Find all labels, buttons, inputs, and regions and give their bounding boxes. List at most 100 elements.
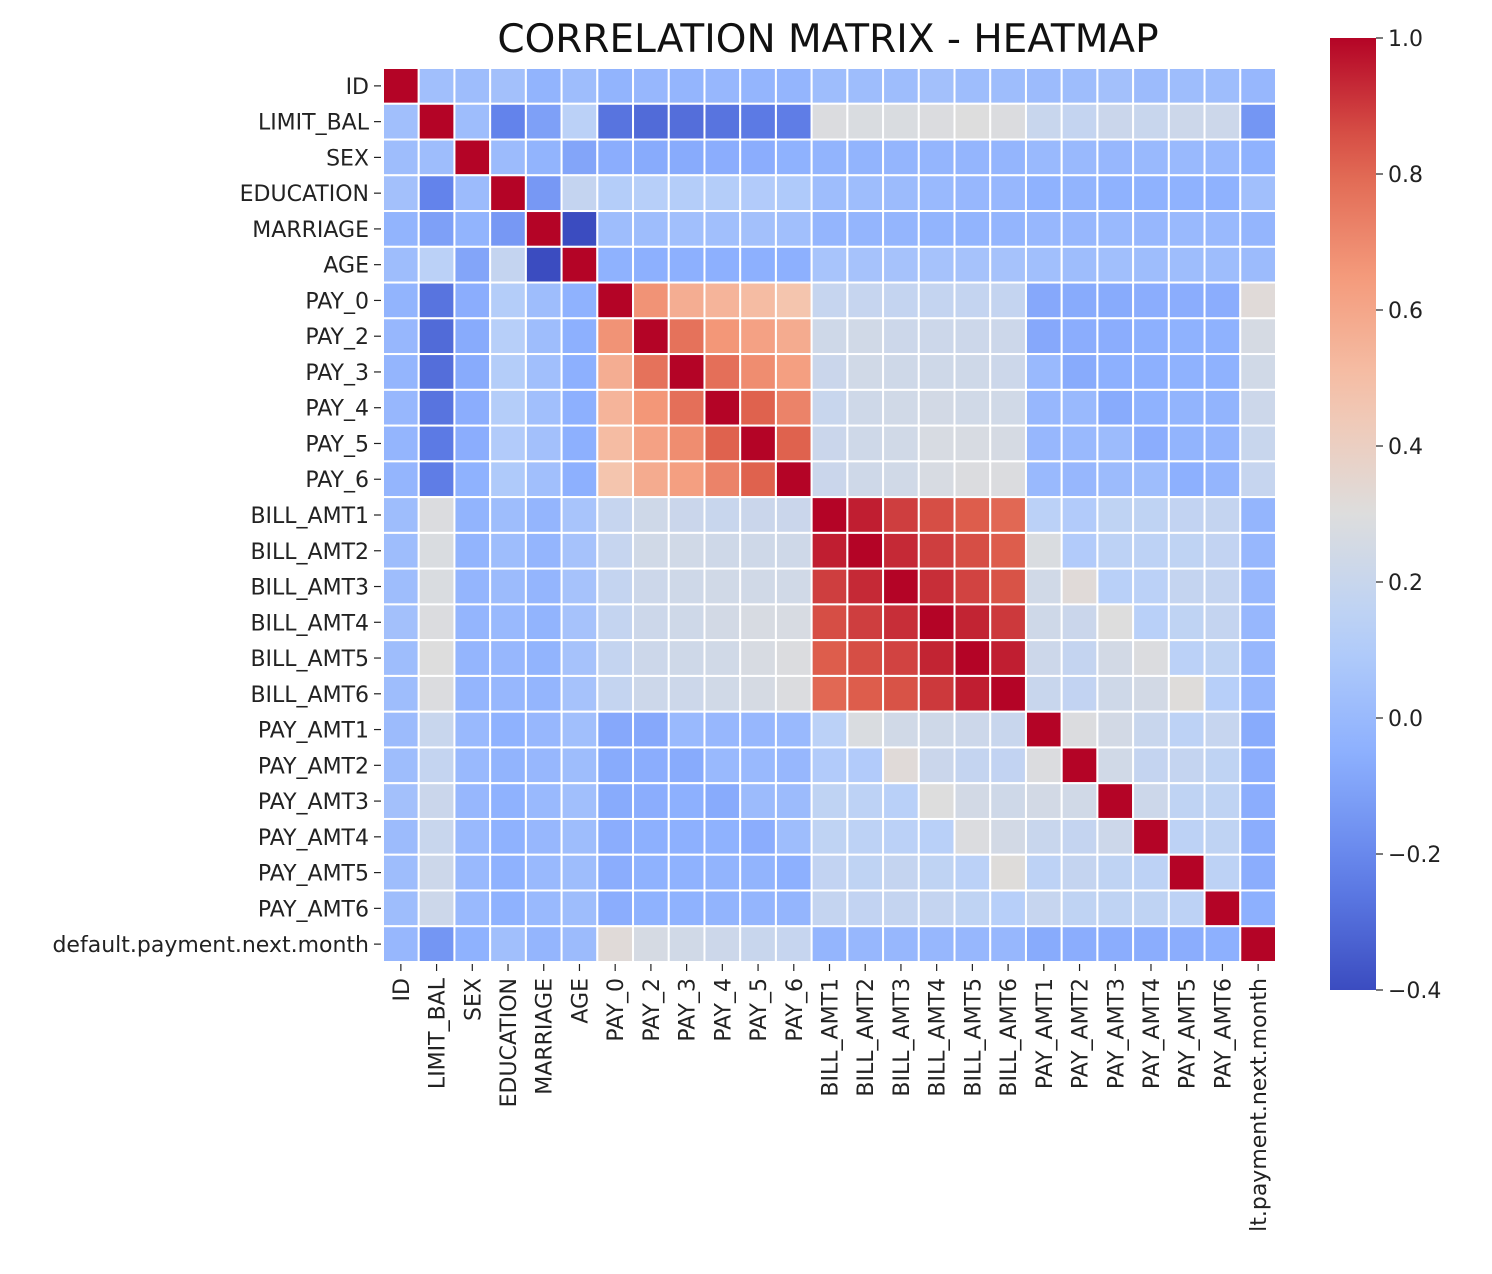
heatmap-cell-pay-amt6-pay-3 — [667, 889, 706, 928]
heatmap-cell-pay-2-age — [560, 317, 599, 356]
heatmap-cell-limit-bal-bill-amt6 — [989, 102, 1027, 141]
heatmap-cell-id-pay-2 — [632, 67, 670, 105]
heatmap-cell-id-bill-amt2 — [846, 67, 885, 105]
heatmap-cell-pay-amt6-pay-6 — [774, 889, 813, 928]
heatmap-cell-pay-amt4-pay-5 — [739, 817, 777, 856]
heatmap-cell-pay-6-pay-4 — [703, 460, 742, 499]
heatmap-cell-pay-4-pay-amt3 — [1096, 388, 1135, 427]
heatmap-cell-bill-amt3-bill-amt5 — [953, 567, 992, 606]
heatmap-cell-age-marriage — [524, 245, 563, 284]
heatmap-cell-pay-amt1-sex — [453, 710, 492, 749]
heatmap-cell-pay-amt1-pay-4 — [703, 710, 742, 749]
heatmap-cell-pay-amt6-pay-2 — [632, 889, 670, 928]
heatmap-cell-pay-5-bill-amt4 — [917, 424, 956, 463]
heatmap-cell-pay-4-id — [382, 388, 420, 427]
x-tick-label-pay-4: PAY_4 — [711, 978, 736, 1042]
heatmap-cell-sex-pay-amt6 — [1203, 138, 1242, 177]
heatmap-cell-pay-amt6-bill-amt5 — [953, 889, 992, 928]
heatmap-cell-age-sex — [453, 245, 492, 284]
heatmap-cell-pay-amt5-bill-amt1 — [810, 853, 849, 892]
heatmap-cell-pay-5-pay-amt6 — [1203, 424, 1242, 463]
heatmap-cell-limit-bal-pay-3 — [667, 102, 706, 141]
heatmap-cell-pay-amt3-pay-3 — [667, 782, 706, 820]
heatmap-cell-bill-amt3-sex — [453, 567, 492, 606]
heatmap-cell-pay-amt2-pay-4 — [703, 746, 742, 785]
heatmap-cell-bill-amt2-default-payment-next-month — [1239, 531, 1278, 570]
heatmap-cell-bill-amt2-bill-amt1 — [810, 531, 849, 570]
heatmap-cell-id-marriage — [524, 67, 563, 105]
heatmap-cell-pay-amt4-bill-amt3 — [882, 817, 920, 856]
heatmap-cell-pay-amt5-bill-amt6 — [989, 853, 1027, 892]
heatmap-cell-pay-amt1-pay-2 — [632, 710, 670, 749]
heatmap-cell-age-default-payment-next-month — [1239, 245, 1278, 284]
heatmap-cell-pay-amt4-pay-3 — [667, 817, 706, 856]
heatmap-cell-pay-6-pay-2 — [632, 460, 670, 499]
heatmap-cell-bill-amt2-bill-amt2 — [846, 531, 885, 570]
colorbar-scale — [1330, 38, 1376, 990]
heatmap-cell-pay-amt3-pay-0 — [596, 782, 635, 820]
heatmap-cell-pay-amt4-pay-amt3 — [1096, 817, 1135, 856]
heatmap-cell-education-bill-amt4 — [917, 174, 956, 213]
heatmap-cell-pay-6-pay-amt4 — [1132, 460, 1170, 499]
heatmap-cell-pay-amt3-pay-amt5 — [1167, 782, 1206, 820]
heatmap-cell-education-pay-2 — [632, 174, 670, 213]
heatmap-cell-default-payment-next-month-pay-amt4 — [1132, 925, 1170, 963]
heatmap-cell-pay-amt5-pay-4 — [703, 853, 742, 892]
heatmap-cell-marriage-id — [382, 210, 420, 248]
heatmap-cell-pay-5-bill-amt2 — [846, 424, 885, 463]
heatmap-cell-pay-amt5-pay-0 — [596, 853, 635, 892]
x-axis-ticks: ID LIMIT_BAL SEX EDUCATION MARRIAGE AGE PAY_0 P… — [390, 964, 1272, 1232]
heatmap-cell-limit-bal-marriage — [524, 102, 563, 141]
heatmap-cell-bill-amt2-education — [489, 531, 527, 570]
heatmap-cell-bill-amt1-pay-amt3 — [1096, 496, 1135, 534]
x-tick-label-pay-0: PAY_0 — [604, 978, 629, 1042]
heatmap-cell-pay-2-bill-amt6 — [989, 317, 1027, 356]
heatmap-cell-education-bill-amt1 — [810, 174, 849, 213]
heatmap-cell-age-bill-amt6 — [989, 245, 1027, 284]
heatmap-cell-pay-4-pay-6 — [774, 388, 813, 427]
heatmap-cell-pay-6-pay-amt5 — [1167, 460, 1206, 499]
heatmap-cell-sex-pay-6 — [774, 138, 813, 177]
heatmap-cell-pay-0-pay-amt3 — [1096, 281, 1135, 320]
heatmap-cell-bill-amt4-bill-amt3 — [882, 603, 920, 642]
heatmap-cell-pay-amt2-pay-amt5 — [1167, 746, 1206, 785]
heatmap-cell-pay-0-limit-bal — [417, 281, 456, 320]
heatmap-cell-bill-amt2-bill-amt4 — [917, 531, 956, 570]
heatmap-cell-marriage-pay-amt2 — [1060, 210, 1099, 248]
heatmap-cell-pay-amt1-id — [382, 710, 420, 749]
heatmap-cell-pay-3-pay-amt2 — [1060, 353, 1099, 391]
heatmap-cell-marriage-education — [489, 210, 527, 248]
heatmap-cell-id-bill-amt6 — [989, 67, 1027, 105]
heatmap-cell-default-payment-next-month-pay-amt6 — [1203, 925, 1242, 963]
heatmap-cell-limit-bal-bill-amt2 — [846, 102, 885, 141]
heatmap-cell-pay-2-bill-amt4 — [917, 317, 956, 356]
heatmap-cell-bill-amt5-bill-amt1 — [810, 639, 849, 677]
heatmap-cell-bill-amt6-pay-6 — [774, 674, 813, 713]
y-tick-label-bill-amt4: BILL_AMT4 — [250, 611, 369, 636]
heatmap-cell-marriage-pay-0 — [596, 210, 635, 248]
heatmap-cell-marriage-pay-amt3 — [1096, 210, 1135, 248]
heatmap-cell-education-pay-amt3 — [1096, 174, 1135, 213]
heatmap-cell-id-pay-0 — [596, 67, 635, 105]
heatmap-cell-pay-amt6-pay-amt3 — [1096, 889, 1135, 928]
x-tick-label-bill-amt4: BILL_AMT4 — [926, 978, 951, 1097]
heatmap-cell-bill-amt1-education — [489, 496, 527, 534]
heatmap-cell-marriage-bill-amt3 — [882, 210, 920, 248]
heatmap-cell-pay-4-pay-2 — [632, 388, 670, 427]
heatmap-cell-pay-amt4-pay-amt4 — [1132, 817, 1170, 856]
heatmap-cell-pay-2-marriage — [524, 317, 563, 356]
heatmap-cell-bill-amt5-marriage — [524, 639, 563, 677]
heatmap-cell-pay-amt4-pay-6 — [774, 817, 813, 856]
heatmap-cell-pay-amt2-pay-amt6 — [1203, 746, 1242, 785]
heatmap-cell-pay-amt6-age — [560, 889, 599, 928]
heatmap-cell-pay-3-age — [560, 353, 599, 391]
heatmap-cell-pay-3-pay-amt6 — [1203, 353, 1242, 391]
heatmap-cell-age-age — [560, 245, 599, 284]
heatmap-cell-marriage-bill-amt6 — [989, 210, 1027, 248]
heatmap-cell-pay-3-bill-amt3 — [882, 353, 920, 391]
heatmap-cell-pay-amt1-bill-amt1 — [810, 710, 849, 749]
heatmap-cell-pay-amt2-pay-2 — [632, 746, 670, 785]
heatmap-cell-pay-0-bill-amt3 — [882, 281, 920, 320]
heatmap-cell-default-payment-next-month-pay-amt2 — [1060, 925, 1099, 963]
heatmap-cell-sex-limit-bal — [417, 138, 456, 177]
